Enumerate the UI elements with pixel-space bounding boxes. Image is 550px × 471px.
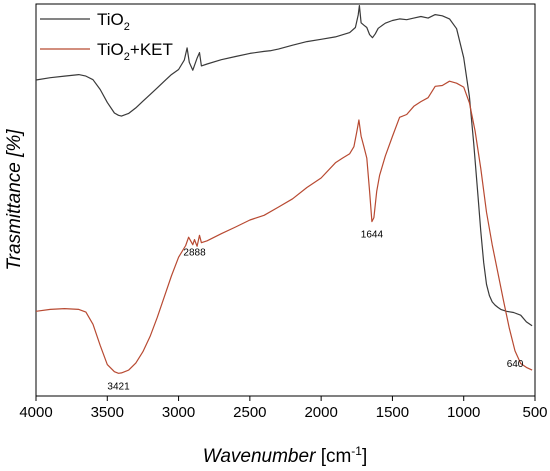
x-tick-label: 500 bbox=[522, 404, 547, 421]
x-tick-label: 1000 bbox=[447, 404, 480, 421]
peak-annotation: 640 bbox=[507, 359, 524, 370]
x-tick-label: 3000 bbox=[162, 404, 195, 421]
x-tick-label: 1500 bbox=[376, 404, 409, 421]
x-tick-label: 2500 bbox=[233, 404, 266, 421]
series-line-tio2 bbox=[35, 5, 533, 327]
x-axis-ticks: 4000 3500 3000 2500 2000 1500 1000 500 bbox=[19, 396, 548, 421]
x-axis-title: Wavenumber [cm-1] bbox=[203, 444, 368, 467]
x-tick-label: 4000 bbox=[19, 404, 52, 421]
peak-annotation: 2888 bbox=[183, 248, 206, 259]
plot-frame bbox=[35, 3, 536, 397]
legend-label-tio2-ket: TiO2+KET bbox=[97, 40, 173, 63]
x-tick-label: 3500 bbox=[91, 404, 124, 421]
peak-annotation: 3421 bbox=[107, 381, 130, 392]
x-tick-label: 2000 bbox=[304, 404, 337, 421]
series-line-tio2-ket bbox=[35, 80, 533, 374]
legend-label-tio2: TiO2 bbox=[97, 10, 130, 33]
y-axis-title: Trasmittance [%] bbox=[4, 129, 25, 271]
peak-annotation: 1644 bbox=[361, 230, 384, 241]
annotation-layer: 3421 2888 1644 640 bbox=[107, 230, 523, 393]
legend: TiO2 TiO2+KET bbox=[40, 10, 173, 63]
series-layer bbox=[35, 5, 533, 374]
